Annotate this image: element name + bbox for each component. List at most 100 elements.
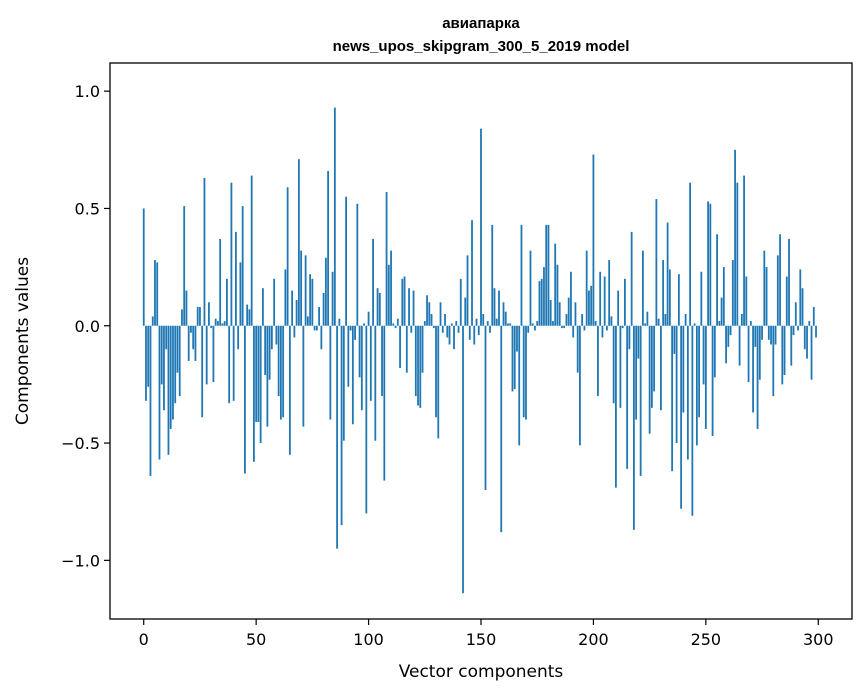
bar (291, 290, 294, 326)
bar (203, 177, 206, 326)
bar (286, 187, 289, 326)
bar (435, 325, 437, 418)
bar (561, 325, 563, 329)
bar (639, 325, 642, 476)
bar (657, 318, 660, 326)
bar (650, 325, 653, 408)
bar (365, 325, 368, 514)
bar (574, 302, 577, 326)
bar (621, 325, 624, 329)
bar (758, 325, 761, 380)
y-tick-label: 0.5 (75, 199, 100, 218)
bar (403, 276, 406, 326)
bar (219, 238, 222, 326)
bar (486, 321, 489, 326)
bar (610, 316, 613, 326)
bar (592, 154, 595, 326)
bar (599, 271, 602, 326)
bar (367, 311, 370, 326)
bar (641, 250, 644, 326)
bar (149, 325, 152, 476)
bar (675, 325, 678, 444)
bar (806, 325, 808, 359)
bar (437, 325, 440, 439)
bar (228, 325, 231, 404)
bar (763, 250, 766, 326)
bar (691, 325, 694, 516)
bar (457, 325, 460, 333)
bar (707, 201, 709, 326)
bar (174, 325, 177, 404)
bar (426, 295, 428, 326)
bar (199, 306, 201, 326)
bar (226, 278, 228, 326)
bar (534, 325, 536, 331)
bar (628, 325, 631, 350)
bar (709, 203, 712, 326)
bar (545, 224, 548, 326)
bar (246, 304, 249, 326)
bar (756, 325, 759, 429)
bar (659, 325, 662, 411)
bar (212, 325, 215, 383)
bar (185, 290, 188, 326)
bar (297, 159, 300, 326)
bar (716, 234, 718, 326)
bar (601, 325, 604, 338)
bar (689, 182, 692, 326)
bar (507, 323, 509, 326)
bar (241, 206, 244, 326)
bar (390, 250, 392, 326)
bar (264, 325, 267, 376)
bar (309, 274, 312, 326)
bar (208, 302, 210, 326)
bar (360, 325, 363, 411)
bar (761, 325, 763, 340)
bar (655, 199, 658, 326)
bar (815, 325, 817, 338)
bar (223, 321, 226, 326)
bar (255, 325, 258, 422)
bar (554, 243, 557, 326)
bar (783, 325, 786, 376)
bar (711, 325, 714, 437)
bar (693, 323, 696, 326)
bar (522, 325, 525, 418)
bar (489, 325, 491, 333)
bar (349, 325, 352, 331)
bar (722, 267, 725, 326)
bar (266, 325, 269, 427)
bar (239, 262, 242, 326)
bar (336, 325, 338, 549)
bar (430, 314, 433, 326)
bar (673, 325, 676, 354)
bar (306, 316, 309, 326)
bar (725, 325, 727, 364)
bar (311, 278, 314, 326)
bar (439, 302, 442, 326)
bar (500, 325, 503, 533)
bar (288, 325, 291, 455)
bar (333, 107, 336, 326)
bar (324, 257, 327, 326)
bar (471, 220, 473, 326)
bar (284, 269, 287, 326)
bar (594, 321, 597, 326)
bar (450, 323, 453, 326)
bar (511, 325, 514, 392)
bar (428, 302, 431, 326)
bar (583, 325, 586, 331)
bar (792, 325, 795, 336)
bar (729, 325, 732, 336)
bar (585, 250, 588, 326)
bar (183, 206, 186, 326)
bar (473, 325, 476, 345)
bar (702, 325, 705, 385)
bar (154, 260, 156, 326)
bar (408, 288, 410, 326)
bar (810, 325, 813, 380)
bar (754, 325, 757, 347)
bar (781, 325, 784, 385)
bar (468, 325, 471, 340)
bar (608, 260, 611, 326)
